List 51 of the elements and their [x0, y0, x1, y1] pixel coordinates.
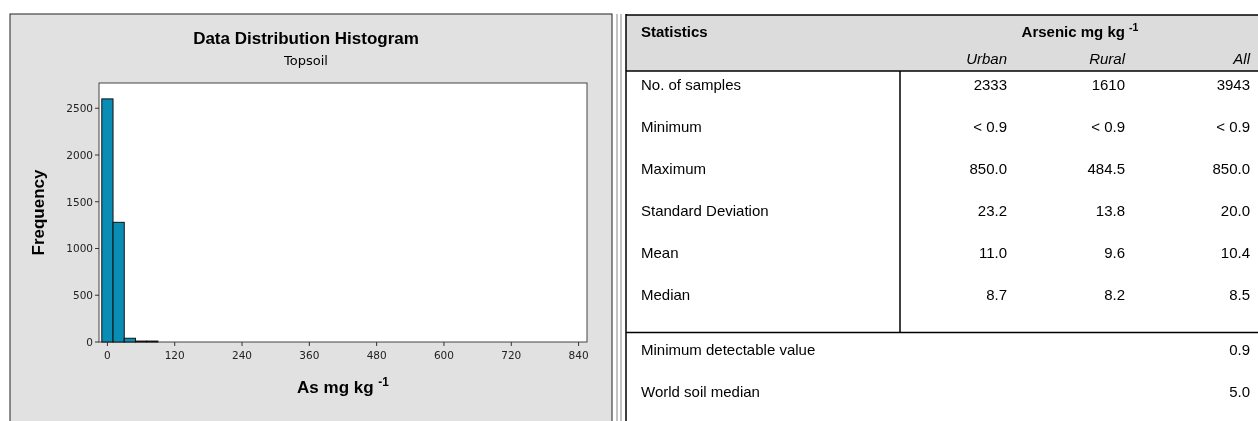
data-label: 8.5: [1229, 286, 1250, 303]
text: Urban: [966, 50, 1007, 67]
y-tick-label: 0: [86, 336, 93, 348]
data-label: 850.0: [1212, 160, 1250, 177]
chart-title: Data Distribution Histogram: [193, 29, 419, 48]
data-label: < 0.9: [1091, 118, 1125, 135]
data-label: 2333: [973, 76, 1007, 93]
data-label: 0.9: [1229, 341, 1250, 358]
category-label: No. of samples: [641, 76, 742, 93]
category-label: Maximum: [641, 160, 707, 177]
category-label: World soil median: [641, 383, 760, 400]
category-label: Median: [641, 286, 691, 303]
chart-subtitle: Topsoil: [283, 53, 328, 68]
data-label: 23.2: [977, 202, 1007, 219]
category-label: Mean: [641, 244, 679, 261]
y-tick-label: 1000: [66, 242, 93, 255]
x-tick-label: 480: [366, 349, 387, 361]
x-tick-label: 600: [433, 349, 454, 361]
text: Arsenic mg kg $^{-1}$: [1021, 21, 1139, 40]
data-label: 10.4: [1220, 244, 1250, 261]
x-tick-label: 240: [232, 349, 253, 361]
data-label: 5.0: [1229, 383, 1250, 400]
x-tick-label: 360: [299, 349, 320, 361]
x-tick-label: 0: [104, 349, 111, 361]
data-label: 9.6: [1104, 244, 1125, 261]
data-label: 8.2: [1104, 286, 1125, 303]
text: Rural: [1089, 50, 1126, 67]
x-axis-title: As mg kg $^{-1}$: [297, 375, 390, 397]
data-label: 1610: [1091, 76, 1125, 93]
data-label: 8.7: [986, 286, 1007, 303]
data-label: 850.0: [969, 160, 1007, 177]
y-tick-label: 2000: [66, 149, 93, 161]
data-label: 484.5: [1087, 160, 1125, 177]
category-label: Standard Deviation: [641, 202, 769, 219]
data-label: 20.0: [1220, 202, 1250, 219]
category-label: Minimum: [641, 118, 702, 135]
text: All: [1232, 50, 1251, 67]
y-axis-title: Frequency: [29, 168, 48, 256]
y-tick-label: 500: [72, 289, 93, 302]
data-label: < 0.9: [1216, 118, 1250, 135]
data-label: 13.8: [1095, 202, 1125, 219]
x-tick-label: 720: [501, 349, 522, 361]
x-tick-label: 840: [568, 349, 589, 361]
data-label: < 0.9: [973, 118, 1007, 135]
data-label: 11.0: [978, 244, 1007, 261]
category-label: Minimum detectable value: [641, 341, 816, 358]
text: Statistics: [641, 23, 708, 40]
y-tick-label: 1500: [66, 195, 93, 208]
x-tick-label: 120: [164, 349, 185, 361]
data-label: 3943: [1216, 76, 1250, 93]
y-tick-label: 2500: [66, 102, 93, 115]
